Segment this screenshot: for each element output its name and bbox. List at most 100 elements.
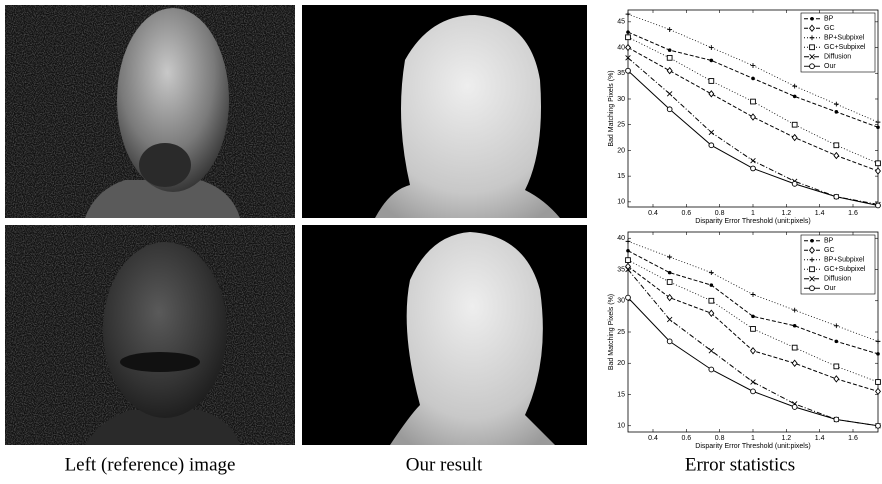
marker: [810, 267, 815, 272]
y-tick-label: 20: [617, 360, 625, 367]
marker: [876, 203, 881, 208]
x-tick-label: 0.4: [648, 210, 658, 217]
x-tick-label: 1.6: [848, 435, 858, 442]
marker: [834, 364, 839, 369]
marker: [709, 143, 714, 148]
marker: [876, 161, 881, 166]
caption: Error statistics: [685, 454, 795, 475]
x-tick-label: 1.6: [848, 210, 858, 217]
marker: [810, 239, 814, 243]
marker: [667, 55, 672, 60]
legend-label: Our: [824, 63, 836, 70]
marker: [876, 125, 880, 129]
x-tick-label: 1.4: [815, 435, 825, 442]
marker: [834, 194, 839, 199]
figure: Left (reference) image Our result Error …: [0, 0, 882, 484]
y-tick-label: 35: [617, 266, 625, 273]
marker: [751, 315, 755, 319]
y-axis-label: Bad Matching Pixels (%): [608, 294, 615, 370]
marker: [793, 324, 797, 328]
marker: [709, 298, 714, 303]
marker: [751, 77, 755, 81]
marker: [626, 295, 631, 300]
marker: [834, 417, 839, 422]
y-tick-label: 10: [617, 199, 625, 206]
x-axis-label: Disparity Error Threshold (unit:pixels): [695, 218, 810, 225]
marker: [792, 181, 797, 186]
marker: [751, 99, 756, 104]
marker: [668, 48, 672, 52]
marker: [835, 340, 839, 344]
y-tick-label: 30: [617, 298, 625, 305]
y-tick-label: 10: [617, 423, 625, 430]
y-tick-label: 40: [617, 235, 625, 242]
marker: [626, 258, 631, 263]
y-tick-label: 20: [617, 147, 625, 154]
marker: [626, 35, 631, 40]
marker: [668, 271, 672, 275]
marker: [667, 280, 672, 285]
y-tick-label: 40: [617, 44, 625, 51]
x-tick-label: 0.4: [648, 435, 658, 442]
x-tick-label: 1.2: [781, 210, 791, 217]
marker: [710, 283, 714, 287]
x-tick-label: 0.6: [681, 210, 691, 217]
x-tick-label: 0.8: [715, 435, 725, 442]
marker: [710, 59, 714, 63]
marker: [751, 166, 756, 171]
legend-label: Diffusion: [824, 54, 851, 61]
x-axis-label: Disparity Error Threshold (unit:pixels): [695, 443, 810, 450]
x-tick-label: 1.2: [781, 435, 791, 442]
marker: [810, 286, 815, 291]
legend-label: GC+Subpixel: [824, 266, 866, 273]
marker: [876, 352, 880, 356]
reference-image-1: [5, 5, 295, 218]
legend-label: BP+Subpixel: [824, 35, 865, 42]
y-tick-label: 15: [617, 391, 625, 398]
legend-label: GC+Subpixel: [824, 44, 866, 51]
y-tick-label: 25: [617, 122, 625, 129]
legend-label: Our: [824, 285, 836, 292]
marker: [626, 249, 630, 253]
marker: [667, 107, 672, 112]
x-tick-label: 1: [751, 210, 755, 217]
marker: [810, 17, 814, 21]
y-tick-label: 45: [617, 19, 625, 26]
x-tick-label: 0.8: [715, 210, 725, 217]
y-tick-label: 25: [617, 329, 625, 336]
y-tick-label: 30: [617, 96, 625, 103]
x-tick-label: 0.6: [681, 435, 691, 442]
y-axis-label: Bad Matching Pixels (%): [608, 70, 615, 146]
legend-label: BP+Subpixel: [824, 257, 865, 264]
y-tick-label: 35: [617, 70, 625, 77]
caption: Left (reference) image: [65, 454, 236, 475]
x-tick-label: 1.4: [815, 210, 825, 217]
caption: Our result: [406, 454, 483, 475]
marker: [709, 79, 714, 84]
marker: [793, 95, 797, 99]
marker: [709, 367, 714, 372]
legend: [801, 13, 875, 72]
marker: [751, 389, 756, 394]
legend-label: GC: [824, 247, 835, 254]
legend-label: Diffusion: [824, 276, 851, 283]
marker: [626, 30, 630, 34]
marker: [810, 45, 815, 50]
x-tick-label: 1: [751, 435, 755, 442]
marker: [626, 68, 631, 73]
marker: [835, 110, 839, 114]
result-image-1: [302, 5, 587, 218]
marker: [667, 339, 672, 344]
result-image-2: [302, 225, 587, 445]
marker: [876, 380, 881, 385]
marker: [751, 326, 756, 331]
marker: [792, 405, 797, 410]
marker: [792, 122, 797, 127]
legend-label: BP: [824, 238, 834, 245]
marker: [792, 345, 797, 350]
legend-label: GC: [824, 25, 835, 32]
reference-image-2: [5, 225, 295, 445]
marker: [876, 423, 881, 428]
marker: [834, 143, 839, 148]
y-tick-label: 15: [617, 173, 625, 180]
